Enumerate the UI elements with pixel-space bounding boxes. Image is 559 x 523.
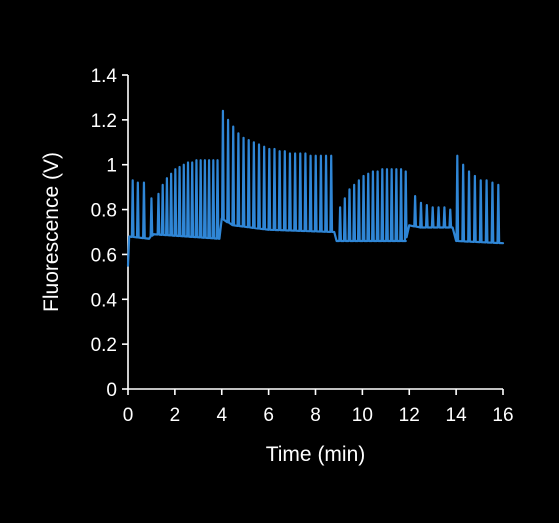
y-tick-label: 0.8	[91, 201, 117, 222]
y-tick-label: 1.4	[91, 66, 118, 87]
x-axis-ticks: 0 2 4 6 8 10 12 14 16	[123, 389, 514, 426]
x-tick-label: 6	[263, 405, 274, 426]
x-axis-title: Time (min)	[266, 443, 366, 466]
x-tick-label: 12	[399, 405, 420, 426]
y-axis-title: Fluorescence (V)	[40, 152, 63, 312]
x-tick-label: 10	[352, 405, 373, 426]
x-tick-label: 0	[123, 405, 134, 426]
y-tick-label: 1.2	[91, 111, 117, 132]
y-axis-ticks: 0 0.2 0.4 0.6 0.8 1 1.2 1.4	[91, 66, 128, 401]
y-tick-label: 0.4	[91, 290, 118, 311]
y-tick-label: 0	[106, 380, 117, 401]
x-tick-label: 4	[216, 405, 227, 426]
x-tick-label: 16	[492, 405, 513, 426]
plot-area: 0 0.2 0.4 0.6 0.8 1 1.2 1.4 0 2 4 6 8 10 12 14 16	[91, 66, 514, 426]
y-tick-label: 1	[106, 156, 117, 177]
x-tick-label: 14	[446, 405, 468, 426]
x-tick-label: 8	[310, 405, 321, 426]
fluorescence-series-line	[126, 109, 505, 267]
x-tick-label: 2	[170, 405, 181, 426]
y-tick-label: 0.6	[91, 245, 117, 266]
series-layer	[126, 109, 505, 267]
y-tick-label: 0.2	[91, 335, 117, 356]
